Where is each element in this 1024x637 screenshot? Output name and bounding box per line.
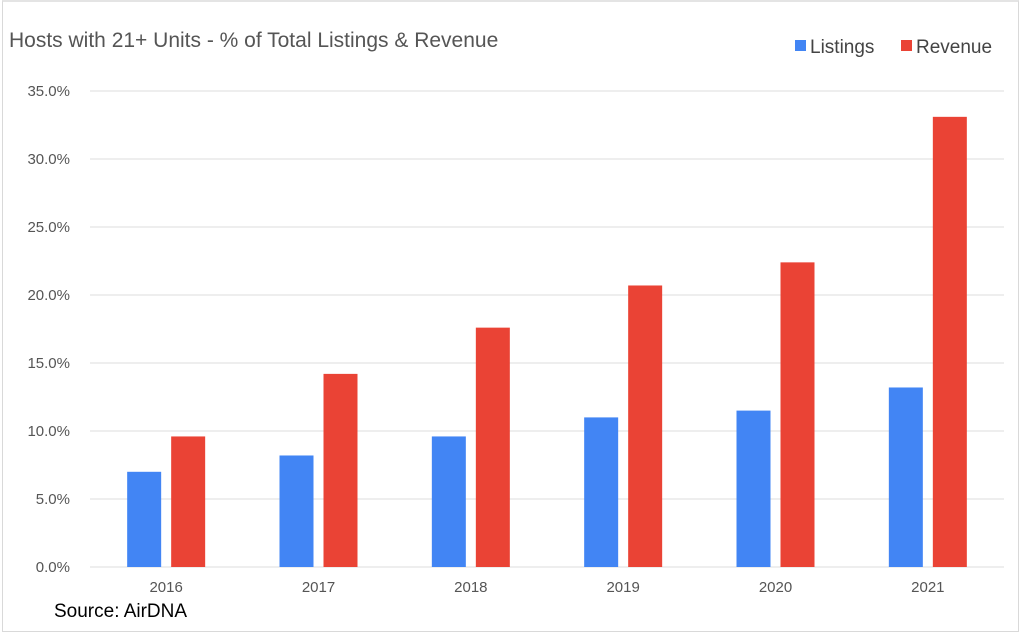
y-tick-label: 5.0% bbox=[36, 491, 70, 508]
legend-swatch bbox=[901, 40, 912, 51]
bar-revenue-2018 bbox=[475, 327, 510, 567]
bar-revenue-2017 bbox=[323, 373, 358, 567]
chart-title: Hosts with 21+ Units - % of Total Listin… bbox=[9, 29, 498, 52]
y-tick-label: 15.0% bbox=[27, 355, 70, 372]
legend-item-listings: Listings bbox=[795, 37, 874, 58]
y-tick-label: 10.0% bbox=[27, 423, 70, 440]
gridlines bbox=[90, 90, 1004, 568]
bars bbox=[127, 116, 967, 567]
legend-item-revenue: Revenue bbox=[901, 37, 992, 58]
bar-listings-2021 bbox=[888, 387, 923, 567]
bar-listings-2017 bbox=[279, 455, 314, 567]
bar-listings-2019 bbox=[584, 417, 619, 567]
x-tick-label: 2016 bbox=[149, 579, 182, 596]
legend-label: Revenue bbox=[916, 37, 992, 58]
bar-listings-2016 bbox=[127, 471, 162, 567]
bar-revenue-2016 bbox=[171, 436, 206, 567]
legend-label: Listings bbox=[810, 37, 874, 58]
bar-revenue-2019 bbox=[628, 285, 663, 567]
bar-revenue-2021 bbox=[932, 116, 967, 567]
source-annotation: Source: AirDNA bbox=[54, 601, 187, 622]
x-tick-label: 2017 bbox=[302, 579, 335, 596]
x-axis-ticks: 2016 2017 2018 2019 2020 2021 bbox=[149, 579, 944, 596]
y-tick-label: 30.0% bbox=[27, 151, 70, 168]
y-tick-label: 25.0% bbox=[27, 219, 70, 236]
x-tick-label: 2020 bbox=[759, 579, 792, 596]
x-tick-label: 2019 bbox=[606, 579, 639, 596]
y-axis-ticks: 0.0% 5.0% 10.0% 15.0% 20.0% 25.0% 30.0% 35.0% bbox=[27, 83, 70, 576]
bar-listings-2020 bbox=[736, 410, 771, 567]
y-tick-label: 35.0% bbox=[27, 83, 70, 100]
y-tick-label: 0.0% bbox=[36, 559, 70, 576]
legend: Listings Revenue bbox=[795, 37, 992, 58]
y-tick-label: 20.0% bbox=[27, 287, 70, 304]
x-tick-label: 2021 bbox=[911, 579, 944, 596]
legend-swatch bbox=[795, 40, 806, 51]
bar-listings-2018 bbox=[431, 436, 466, 567]
bar-revenue-2020 bbox=[780, 262, 815, 567]
x-tick-label: 2018 bbox=[454, 579, 487, 596]
